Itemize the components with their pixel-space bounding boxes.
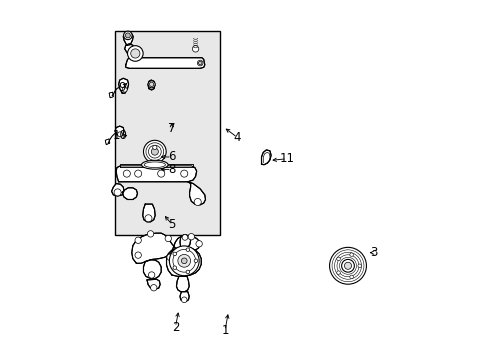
Circle shape	[186, 248, 189, 252]
Ellipse shape	[141, 160, 168, 169]
Circle shape	[186, 270, 189, 274]
Circle shape	[349, 275, 353, 279]
Text: 5: 5	[168, 218, 175, 231]
Circle shape	[114, 189, 121, 196]
Circle shape	[157, 170, 164, 177]
Circle shape	[169, 246, 199, 276]
Polygon shape	[105, 139, 110, 145]
Circle shape	[148, 272, 155, 278]
Polygon shape	[124, 44, 134, 54]
Polygon shape	[147, 279, 160, 289]
Circle shape	[194, 198, 201, 206]
Circle shape	[181, 170, 187, 177]
Circle shape	[194, 259, 197, 262]
Circle shape	[341, 260, 354, 272]
Circle shape	[122, 87, 127, 92]
Circle shape	[147, 231, 153, 237]
Circle shape	[148, 81, 155, 88]
Polygon shape	[116, 166, 196, 182]
Bar	[115, 31, 219, 235]
Polygon shape	[142, 204, 155, 222]
Circle shape	[135, 237, 141, 243]
Circle shape	[143, 140, 166, 163]
Circle shape	[349, 253, 353, 256]
Polygon shape	[187, 182, 205, 205]
Circle shape	[130, 49, 140, 58]
Circle shape	[123, 31, 132, 40]
Circle shape	[166, 254, 173, 260]
Polygon shape	[180, 292, 189, 301]
Circle shape	[149, 82, 153, 86]
Polygon shape	[115, 126, 124, 136]
Circle shape	[178, 255, 190, 267]
Text: 2: 2	[171, 321, 179, 334]
Text: 1: 1	[221, 324, 228, 337]
Text: 8: 8	[168, 163, 175, 176]
Circle shape	[125, 33, 130, 38]
Circle shape	[181, 258, 187, 264]
Polygon shape	[132, 233, 200, 263]
Circle shape	[181, 297, 187, 303]
Circle shape	[196, 240, 202, 247]
Circle shape	[144, 215, 152, 222]
Polygon shape	[143, 260, 161, 279]
Text: 6: 6	[168, 150, 175, 163]
Polygon shape	[261, 150, 270, 165]
Polygon shape	[122, 188, 137, 199]
Text: 9: 9	[118, 81, 126, 94]
Polygon shape	[180, 235, 190, 247]
Polygon shape	[120, 164, 193, 167]
Polygon shape	[119, 78, 128, 93]
Polygon shape	[111, 184, 124, 196]
Circle shape	[344, 262, 351, 269]
Text: 4: 4	[233, 131, 241, 144]
Circle shape	[150, 284, 157, 291]
Polygon shape	[125, 58, 204, 68]
Circle shape	[192, 46, 198, 52]
Circle shape	[134, 170, 142, 177]
Circle shape	[127, 46, 143, 61]
Circle shape	[357, 264, 361, 267]
Polygon shape	[166, 247, 201, 276]
Circle shape	[198, 61, 202, 65]
Polygon shape	[176, 276, 189, 292]
Circle shape	[123, 170, 130, 177]
Circle shape	[197, 60, 203, 66]
Circle shape	[336, 257, 340, 261]
Circle shape	[173, 266, 176, 270]
Polygon shape	[148, 80, 155, 90]
Polygon shape	[123, 33, 133, 45]
Circle shape	[188, 234, 194, 240]
Circle shape	[151, 148, 158, 155]
Text: 10: 10	[112, 129, 127, 142]
Text: 3: 3	[369, 246, 377, 259]
Circle shape	[165, 235, 171, 242]
Polygon shape	[109, 92, 113, 98]
Circle shape	[152, 145, 157, 149]
Circle shape	[329, 247, 366, 284]
Circle shape	[182, 235, 187, 240]
Circle shape	[135, 252, 141, 258]
Text: 11: 11	[279, 152, 294, 165]
Text: 7: 7	[168, 122, 175, 135]
Circle shape	[118, 132, 122, 137]
Circle shape	[336, 271, 340, 274]
Circle shape	[173, 252, 176, 256]
